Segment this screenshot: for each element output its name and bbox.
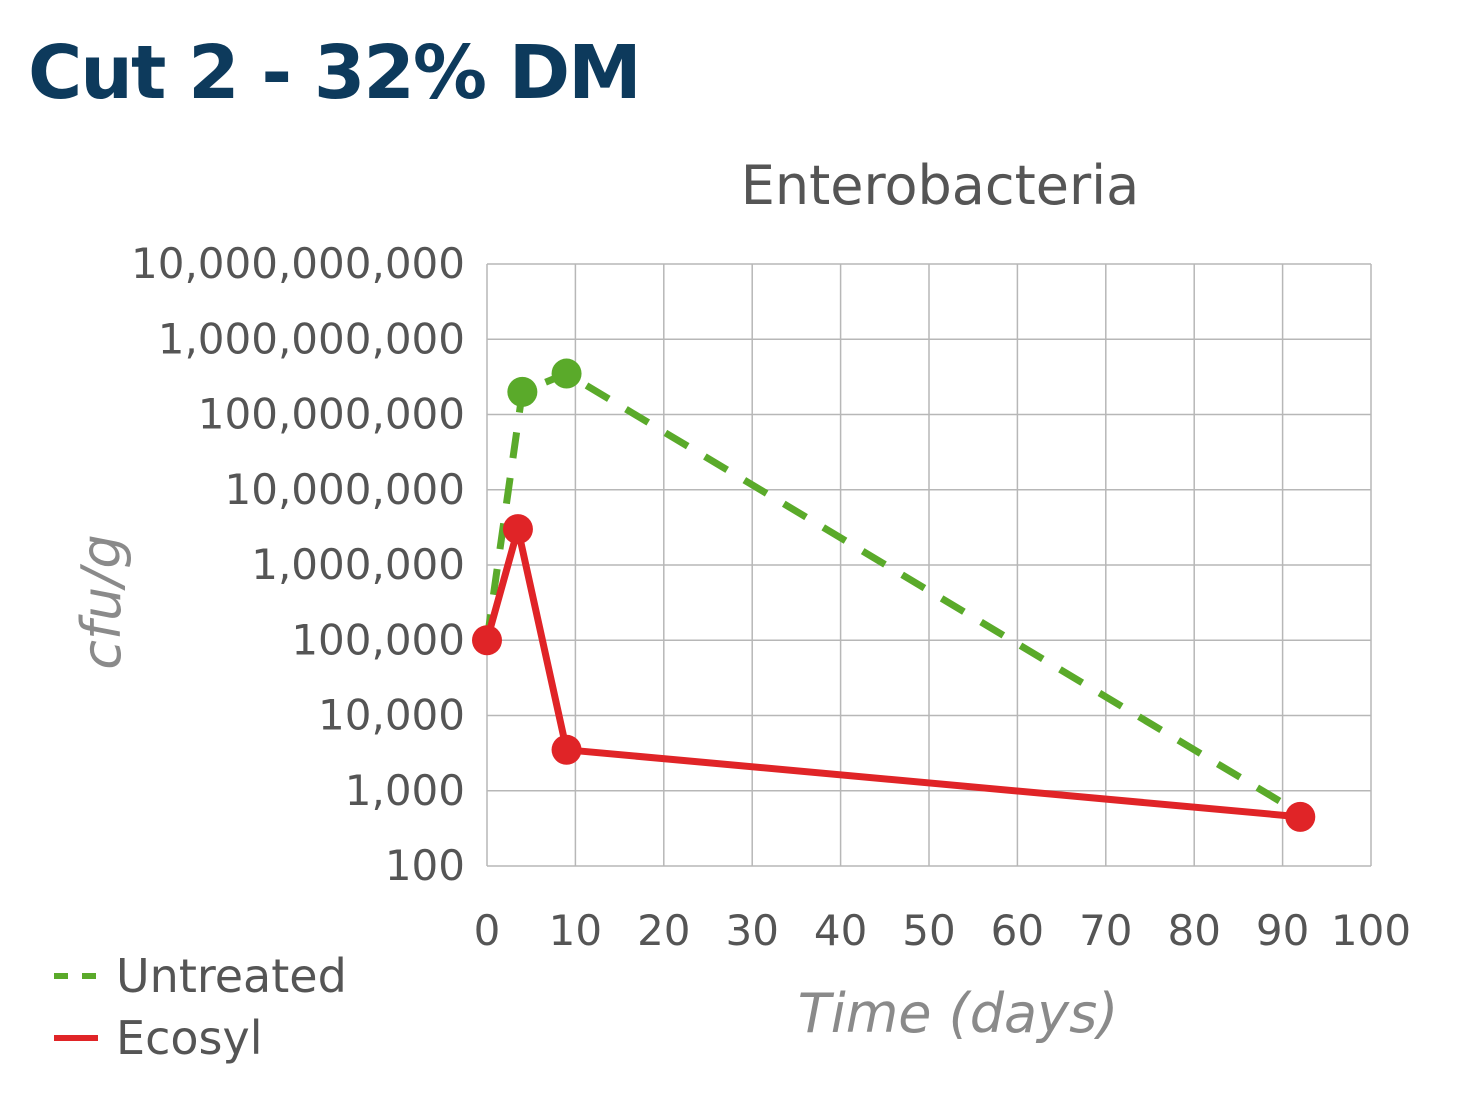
legend: Untreated Ecosyl [54, 949, 347, 1065]
series-line-ecosyl [483, 525, 1301, 821]
y-axis-label: cfu/g [70, 534, 133, 669]
series-line-untreated [483, 370, 1303, 817]
x-tick-label: 30 [725, 906, 778, 955]
x-axis-label: Time (days) [798, 982, 1119, 1045]
series-layer [472, 358, 1316, 832]
y-tick-label: 10,000 [318, 691, 465, 740]
plot-grid [486, 263, 1372, 867]
x-tick-label: 80 [1167, 906, 1220, 955]
x-tick-label: 0 [474, 906, 501, 955]
y-tick-label: 100 [385, 841, 465, 890]
x-tick-label: 20 [637, 906, 690, 955]
y-tick-label: 100,000,000 [198, 390, 465, 439]
page-title: Cut 2 - 32% DM [28, 30, 642, 116]
data-point-untreated [507, 376, 538, 407]
x-tick-label: 10 [549, 906, 602, 955]
y-tick-label: 10,000,000,000 [131, 239, 465, 288]
x-tick-label: 60 [991, 906, 1044, 955]
y-axis-ticks: 100 1,000 10,000 100,000 1,000,000 10,000,000… [131, 239, 465, 890]
y-tick-label: 100,000 [291, 615, 465, 664]
y-tick-label: 1,000,000 [251, 540, 465, 589]
data-point-untreated [551, 358, 582, 389]
data-point-ecosyl [551, 734, 582, 765]
x-tick-label: 100 [1331, 906, 1411, 955]
x-axis-ticks: 0 10 20 30 40 50 60 70 80 90 100 [474, 906, 1411, 955]
y-tick-label: 10,000,000 [225, 465, 465, 514]
y-tick-label: 1,000,000,000 [158, 314, 465, 363]
x-tick-label: 40 [814, 906, 867, 955]
data-point-ecosyl [502, 514, 533, 545]
legend-label-ecosyl: Ecosyl [116, 1011, 262, 1065]
data-point-ecosyl [1285, 801, 1316, 832]
x-tick-label: 70 [1079, 906, 1132, 955]
data-point-ecosyl [472, 625, 502, 656]
chart-title: Enterobacteria [741, 154, 1140, 217]
y-tick-label: 1,000 [345, 766, 465, 815]
x-tick-label: 50 [902, 906, 955, 955]
x-tick-label: 90 [1256, 906, 1309, 955]
legend-label-untreated: Untreated [116, 949, 347, 1003]
